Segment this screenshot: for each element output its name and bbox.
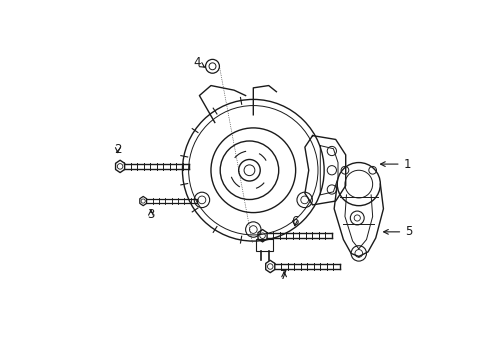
Text: 6: 6 — [290, 215, 298, 228]
Text: 2: 2 — [114, 143, 122, 156]
Text: 3: 3 — [147, 208, 154, 221]
Text: 1: 1 — [380, 158, 410, 171]
Text: 7: 7 — [280, 269, 287, 282]
Text: 4: 4 — [193, 56, 204, 69]
Bar — [256, 239, 273, 251]
Text: 5: 5 — [383, 225, 412, 238]
